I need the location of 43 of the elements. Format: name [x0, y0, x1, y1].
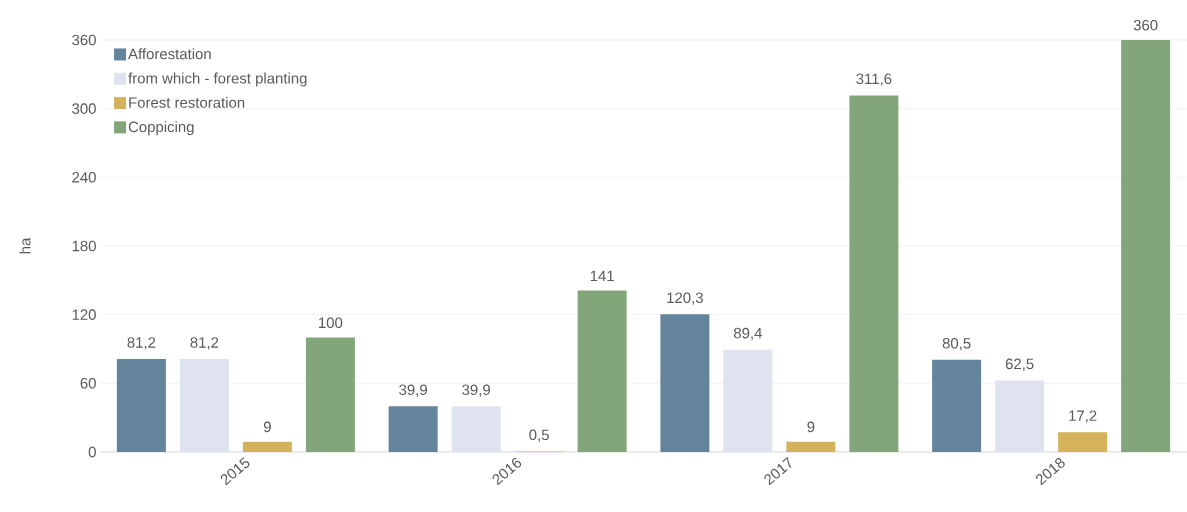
bar — [305, 337, 355, 452]
bar — [932, 359, 982, 452]
data-label: 9 — [263, 421, 271, 433]
bar — [1058, 432, 1108, 452]
data-label: 80,5 — [942, 337, 971, 351]
bar — [723, 349, 773, 452]
data-label: 120,3 — [667, 292, 703, 305]
bar — [786, 441, 836, 452]
legend-label: Coppicing — [128, 121, 194, 136]
data-label: 81,2 — [190, 337, 219, 350]
y-tick-label: 300 — [72, 103, 96, 114]
data-label: 100 — [319, 317, 343, 329]
y-tick-label: 180 — [72, 240, 96, 252]
data-label: 360 — [1133, 19, 1158, 31]
bar — [849, 95, 899, 452]
data-label: 81,2 — [127, 337, 156, 350]
bar — [242, 441, 292, 452]
legend-label: Forest restoration — [129, 96, 245, 108]
data-label: 141 — [590, 270, 614, 282]
bar — [179, 359, 229, 452]
y-axis-title: ha — [19, 237, 31, 254]
data-label: 311,6 — [856, 73, 892, 86]
bar — [660, 314, 710, 452]
legend-label: Afforestation — [128, 48, 211, 60]
data-label: 89,4 — [733, 327, 762, 341]
data-label: 17,2 — [1069, 410, 1097, 423]
data-label: 0,5 — [529, 429, 549, 442]
y-tick-label: 60 — [80, 378, 96, 389]
data-label: 39,9 — [399, 384, 427, 397]
data-label: 9 — [807, 421, 815, 433]
y-tick-label: 360 — [72, 34, 96, 46]
data-label: 62,5 — [1005, 358, 1034, 371]
bar — [577, 290, 627, 452]
bar — [116, 359, 166, 452]
legend-label: from which - forest planting — [128, 72, 307, 87]
data-label: 39,9 — [462, 384, 490, 397]
bar — [388, 406, 438, 452]
y-tick-label: 0 — [88, 446, 96, 458]
bar — [1121, 39, 1171, 452]
y-tick-label: 120 — [72, 309, 96, 320]
bar — [451, 406, 501, 452]
bar — [995, 380, 1045, 452]
y-tick-label: 240 — [72, 172, 96, 183]
